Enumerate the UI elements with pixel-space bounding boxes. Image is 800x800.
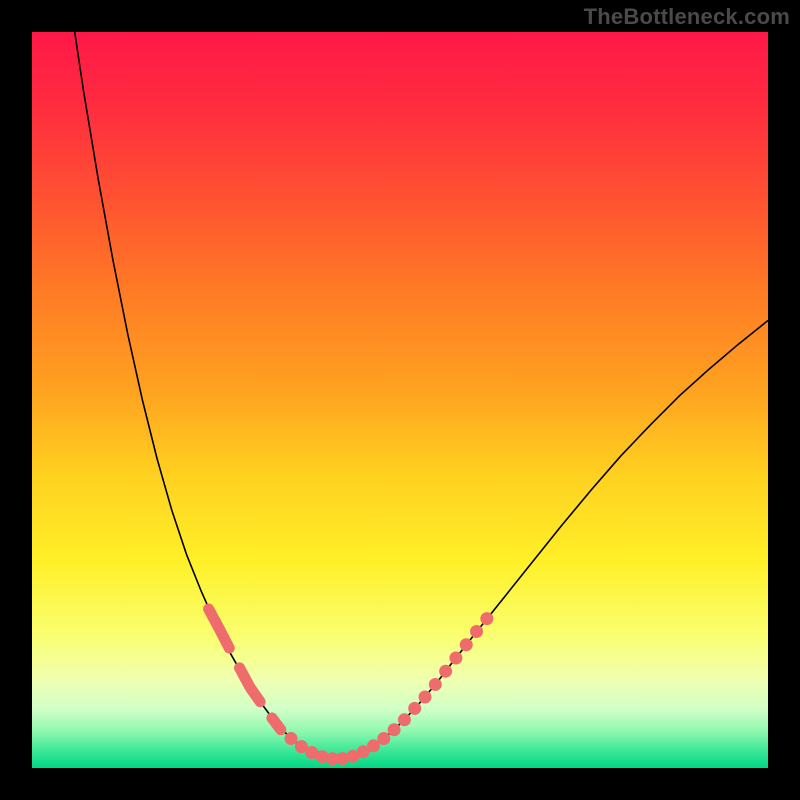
marker-dot (480, 612, 493, 625)
marker-dot (377, 732, 390, 745)
marker-dot (398, 713, 411, 726)
marker-segment (272, 718, 281, 730)
chart-frame: TheBottleneck.com (0, 0, 800, 800)
marker-dot (408, 702, 421, 715)
marker-dot (388, 723, 401, 736)
marker-dot (429, 678, 442, 691)
marker-dot (449, 651, 462, 664)
chart-svg (0, 0, 800, 800)
marker-dot (439, 665, 452, 678)
marker-dot (470, 625, 483, 638)
marker-dot (285, 732, 298, 745)
watermark-text: TheBottleneck.com (584, 4, 790, 30)
marker-dot (419, 690, 432, 703)
marker-dot (460, 638, 473, 651)
